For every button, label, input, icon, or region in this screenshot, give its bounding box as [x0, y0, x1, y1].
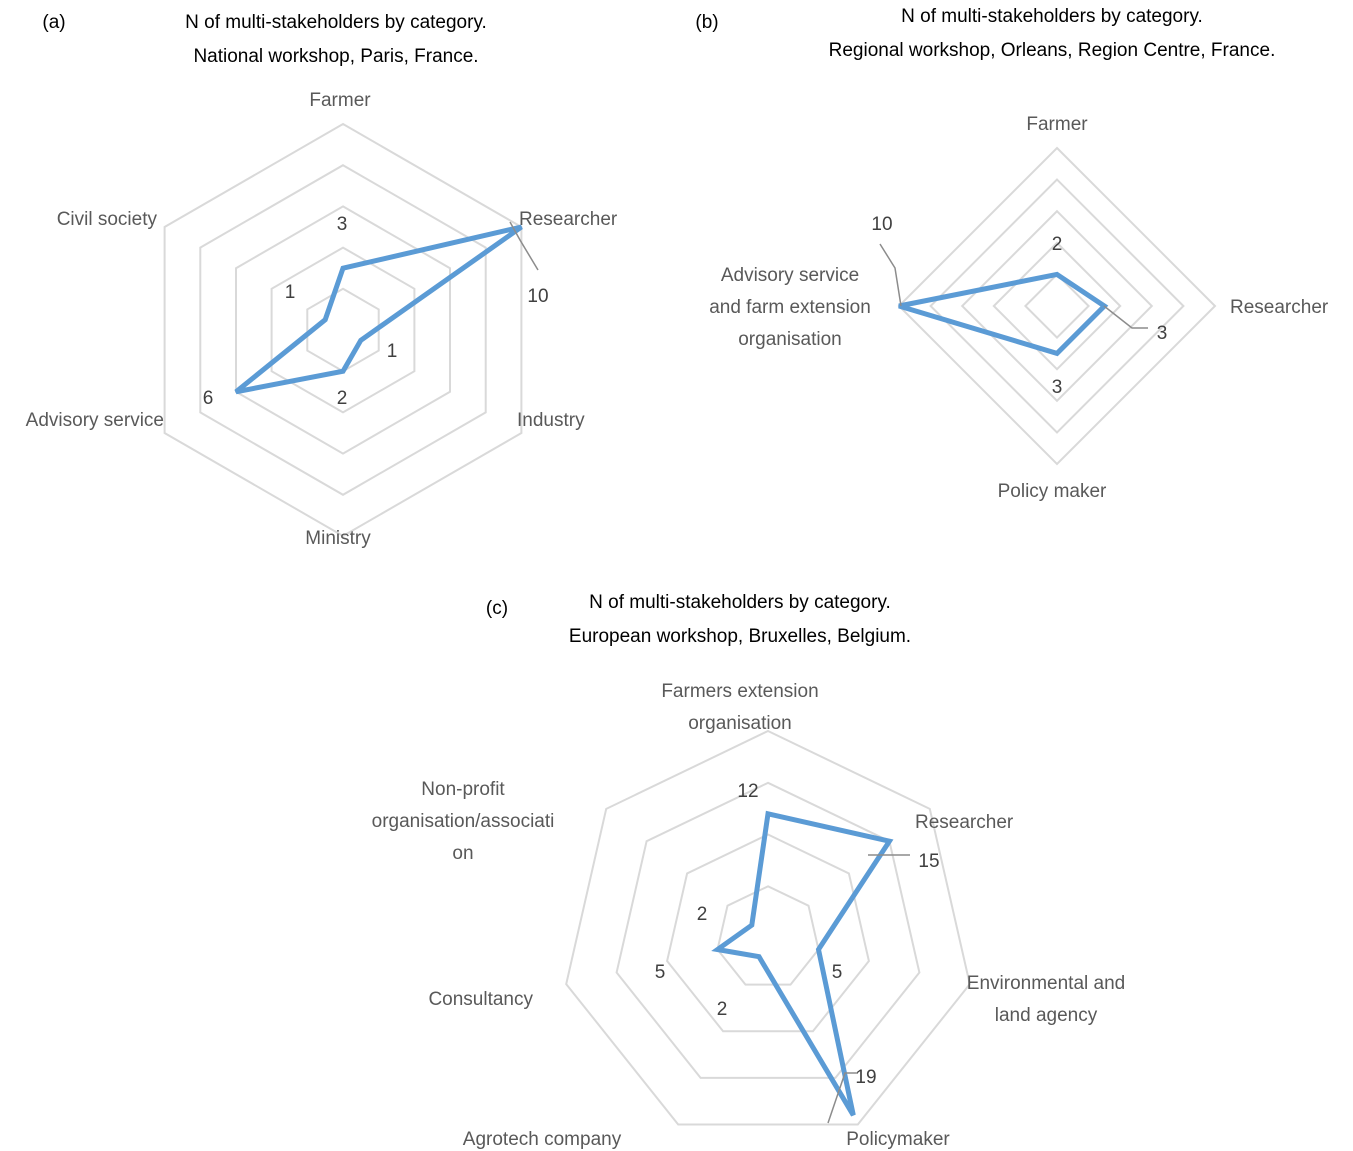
grid-ring	[929, 178, 1185, 434]
radar-panel-a: Farmer Researcher Industry Ministry Advisory…	[26, 12, 618, 549]
category-label-line: Policy maker	[998, 481, 1107, 502]
data-label-leader	[509, 221, 539, 271]
data-label: 3	[1052, 377, 1063, 398]
data-label: 1	[285, 282, 296, 303]
category-label-line: Farmers extension	[661, 681, 818, 702]
grid-ring	[199, 164, 487, 496]
grid-ring	[960, 209, 1154, 403]
data-label-leader	[879, 243, 902, 307]
category-label-line: and farm extension	[709, 297, 871, 318]
category-label-line: Advisory service	[26, 410, 164, 431]
grid-ring	[235, 205, 451, 455]
category-label: Environmental and land agency	[967, 973, 1125, 1026]
grid-ring	[716, 885, 820, 986]
chart-title-line: N of multi-stakeholders by category.	[185, 12, 487, 33]
category-label: Advisory service and farm extension organi…	[709, 265, 871, 350]
category-label: Researcher	[519, 209, 618, 230]
chart-title-line: Regional workshop, Orleans, Region Centr…	[829, 40, 1276, 61]
data-label: 5	[655, 962, 666, 983]
category-label-line: Consultancy	[428, 989, 533, 1010]
category-label: Agrotech company	[463, 1129, 622, 1150]
category-label: Policy maker	[998, 481, 1107, 502]
grid-ring	[1023, 272, 1091, 340]
grid-ring	[565, 729, 971, 1126]
chart-title-line: European workshop, Bruxelles, Belgium.	[569, 626, 911, 647]
data-label-leader	[827, 1072, 858, 1124]
category-label-line: Industry	[517, 410, 585, 431]
category-label-line: Agrotech company	[463, 1129, 622, 1150]
data-label: 12	[737, 781, 758, 802]
category-label: Advisory service	[26, 410, 164, 431]
category-label-line: organisation/associati	[372, 811, 555, 832]
category-label-line: Researcher	[1230, 297, 1329, 318]
category-label-line: Environmental and	[967, 973, 1125, 994]
data-label: 3	[1157, 323, 1168, 344]
series-line	[234, 224, 523, 395]
data-label: 6	[203, 388, 214, 409]
category-label-line: Farmer	[1026, 114, 1088, 135]
data-label: 3	[337, 214, 348, 235]
panel-label: (c)	[486, 598, 508, 619]
grid-ring	[897, 146, 1217, 466]
category-label: Civil society	[57, 209, 158, 230]
data-label: 15	[918, 851, 939, 872]
category-label: Farmer	[309, 90, 371, 111]
series-line	[711, 810, 894, 1117]
data-label: 10	[871, 214, 892, 235]
data-label: 2	[697, 904, 708, 925]
data-label: 2	[717, 999, 728, 1020]
data-label: 2	[1052, 234, 1063, 255]
radar-panel-b: Farmer Researcher Policy maker Advisory ser…	[695, 6, 1329, 502]
grid-ring	[666, 833, 870, 1033]
category-label-line: Researcher	[519, 209, 618, 230]
category-label: Researcher	[1230, 297, 1329, 318]
category-label: Ministry	[305, 528, 371, 549]
category-label-line: Advisory service	[721, 265, 859, 286]
series-line	[898, 271, 1109, 357]
category-label: Farmer	[1026, 114, 1088, 135]
category-label: Consultancy	[428, 989, 533, 1010]
chart-title-line: N of multi-stakeholders by category.	[589, 592, 891, 613]
category-label-line: on	[452, 843, 473, 864]
grid-ring	[163, 122, 523, 538]
category-label: Industry	[517, 410, 585, 431]
panel-label: (b)	[695, 12, 718, 33]
category-label-line: Non-profit	[421, 779, 505, 800]
category-label-line: Ministry	[305, 528, 371, 549]
category-label: Policymaker	[846, 1129, 950, 1150]
category-label-line: Civil society	[57, 209, 158, 230]
category-label-line: Researcher	[915, 812, 1014, 833]
chart-title-line: National workshop, Paris, France.	[193, 46, 478, 67]
radar-panel-c: Farmers extension organisation Researcher E…	[372, 592, 1126, 1150]
data-label: 19	[855, 1067, 876, 1088]
grid-ring	[306, 287, 380, 373]
category-label-line: Farmer	[309, 90, 371, 111]
grid-ring	[270, 246, 416, 414]
category-label-line: organisation	[738, 329, 842, 350]
category-label: Non-profit organisation/associati on	[372, 779, 555, 864]
data-label-leader	[1103, 305, 1148, 329]
panel-label: (a)	[42, 12, 65, 33]
data-label: 5	[832, 962, 843, 983]
chart-title-line: N of multi-stakeholders by category.	[901, 6, 1203, 27]
data-label: 10	[527, 286, 548, 307]
data-label: 1	[387, 341, 398, 362]
category-label-line: land agency	[995, 1005, 1098, 1026]
grid-ring	[615, 781, 921, 1079]
category-label-line: Policymaker	[846, 1129, 950, 1150]
category-label-line: organisation	[688, 713, 792, 734]
data-label: 2	[337, 388, 348, 409]
category-label: Researcher	[915, 812, 1014, 833]
category-label: Farmers extension organisation	[661, 681, 818, 734]
